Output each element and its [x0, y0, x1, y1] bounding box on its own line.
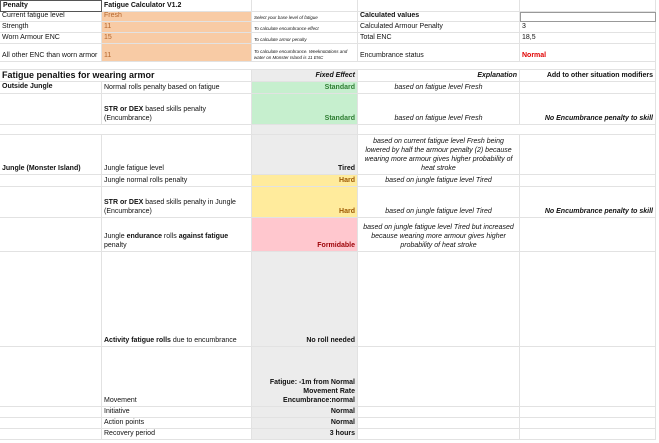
modifier — [520, 175, 656, 187]
input-note: To calculate encumbrance. Weeknotations … — [252, 44, 358, 62]
explanation — [358, 429, 520, 440]
input-value: 15 — [102, 33, 252, 44]
group-label — [0, 252, 102, 347]
input-value: Fresh — [102, 12, 252, 22]
rule: Normal rolls penalty based on fatigue — [102, 82, 252, 94]
explanation: based on fatigue level Fresh — [358, 82, 520, 94]
rule: Action points — [102, 418, 252, 429]
modifier — [520, 82, 656, 94]
column-header: Fixed Effect — [252, 70, 358, 82]
rule: Recovery period — [102, 429, 252, 440]
input-note: To calculate armor penalty — [252, 33, 358, 44]
calculated-value: 3 — [520, 22, 656, 33]
rule: STR or DEX based skills penalty in Jungl… — [102, 187, 252, 218]
modifier — [520, 252, 656, 347]
group-label — [0, 94, 102, 125]
calculated-value: Normal — [520, 44, 656, 62]
sheet-title: Monster Island Armor Penalty — [0, 0, 102, 12]
blank — [252, 125, 358, 135]
group-label — [0, 347, 102, 407]
rule: Jungle normal rolls penalty — [102, 175, 252, 187]
blank — [252, 0, 358, 12]
calculated-label: Encumbrance status — [358, 44, 520, 62]
group-label — [0, 175, 102, 187]
calculated-label: Total ENC — [358, 33, 520, 44]
column-header: Explanation — [358, 70, 520, 82]
explanation: based on current fatigue level Fresh bei… — [358, 135, 520, 175]
modifier — [520, 407, 656, 418]
group-label — [0, 418, 102, 429]
group-label — [0, 407, 102, 418]
modifier — [520, 135, 656, 175]
fixed-effect: Hard — [252, 175, 358, 187]
column-header: Add to other situation modifiers — [520, 70, 656, 82]
input-value: 11 — [102, 44, 252, 62]
calculated-label: Calculated Armour Penalty — [358, 22, 520, 33]
fixed-effect: Formidable — [252, 218, 358, 252]
rule: Initiative — [102, 407, 252, 418]
group-label — [0, 218, 102, 252]
input-label: Current fatigue level — [0, 12, 102, 22]
fixed-effect: Hard — [252, 187, 358, 218]
explanation: based on jungle fatigue level Tired — [358, 175, 520, 187]
group-label — [0, 187, 102, 218]
input-label: Strength — [0, 22, 102, 33]
calculated-box — [520, 12, 656, 22]
explanation — [358, 252, 520, 347]
fixed-effect: Normal — [252, 407, 358, 418]
explanation: based on jungle fatigue level Tired but … — [358, 218, 520, 252]
modifier — [520, 429, 656, 440]
calculated-value: 18,5 — [520, 33, 656, 44]
group-label — [0, 429, 102, 440]
rule: Jungle fatigue level — [102, 135, 252, 175]
blank — [0, 125, 252, 135]
blank — [0, 62, 656, 70]
rule: Activity fatigue rolls due to encumbranc… — [102, 252, 252, 347]
explanation — [358, 407, 520, 418]
modifier: No Encumbrance penalty to skill — [520, 94, 656, 125]
input-note: To calculate encumbrance effect — [252, 22, 358, 33]
rule: Movement — [102, 347, 252, 407]
fixed-effect: Fatigue: -1m from Normal Movement Rate E… — [252, 347, 358, 407]
fixed-effect: Standard — [252, 94, 358, 125]
blank — [520, 0, 656, 12]
explanation: based on fatigue level Fresh — [358, 94, 520, 125]
input-label: Worn Armour ENC — [0, 33, 102, 44]
input-note: Select your base level of fatigue — [252, 12, 358, 22]
modifier: No Encumbrance penalty to skill — [520, 187, 656, 218]
calculated-title: Calculated values — [358, 12, 520, 22]
fixed-effect: 3 hours — [252, 429, 358, 440]
input-label: All other ENC than worn armor — [0, 44, 102, 62]
rule: Jungle endurance rolls against fatigue p… — [102, 218, 252, 252]
explanation — [358, 347, 520, 407]
blank — [358, 0, 520, 12]
modifier — [520, 418, 656, 429]
blank — [358, 125, 656, 135]
rule: STR or DEX based skills penalty (Encumbr… — [102, 94, 252, 125]
fixed-effect: Normal — [252, 418, 358, 429]
fixed-effect: Standard — [252, 82, 358, 94]
calculator-title: Fatigue Calculator V1.2 — [102, 0, 252, 12]
fixed-effect: No roll needed — [252, 252, 358, 347]
group-label: Outside Jungle — [0, 82, 102, 94]
explanation — [358, 418, 520, 429]
modifier — [520, 218, 656, 252]
explanation: based on jungle fatigue level Tired — [358, 187, 520, 218]
fixed-effect: Tired — [252, 135, 358, 175]
group-label: Jungle (Monster Island) — [0, 135, 102, 175]
input-value: 11 — [102, 22, 252, 33]
modifier — [520, 347, 656, 407]
penalties-title: Fatigue penalties for wearing armor — [0, 70, 252, 82]
